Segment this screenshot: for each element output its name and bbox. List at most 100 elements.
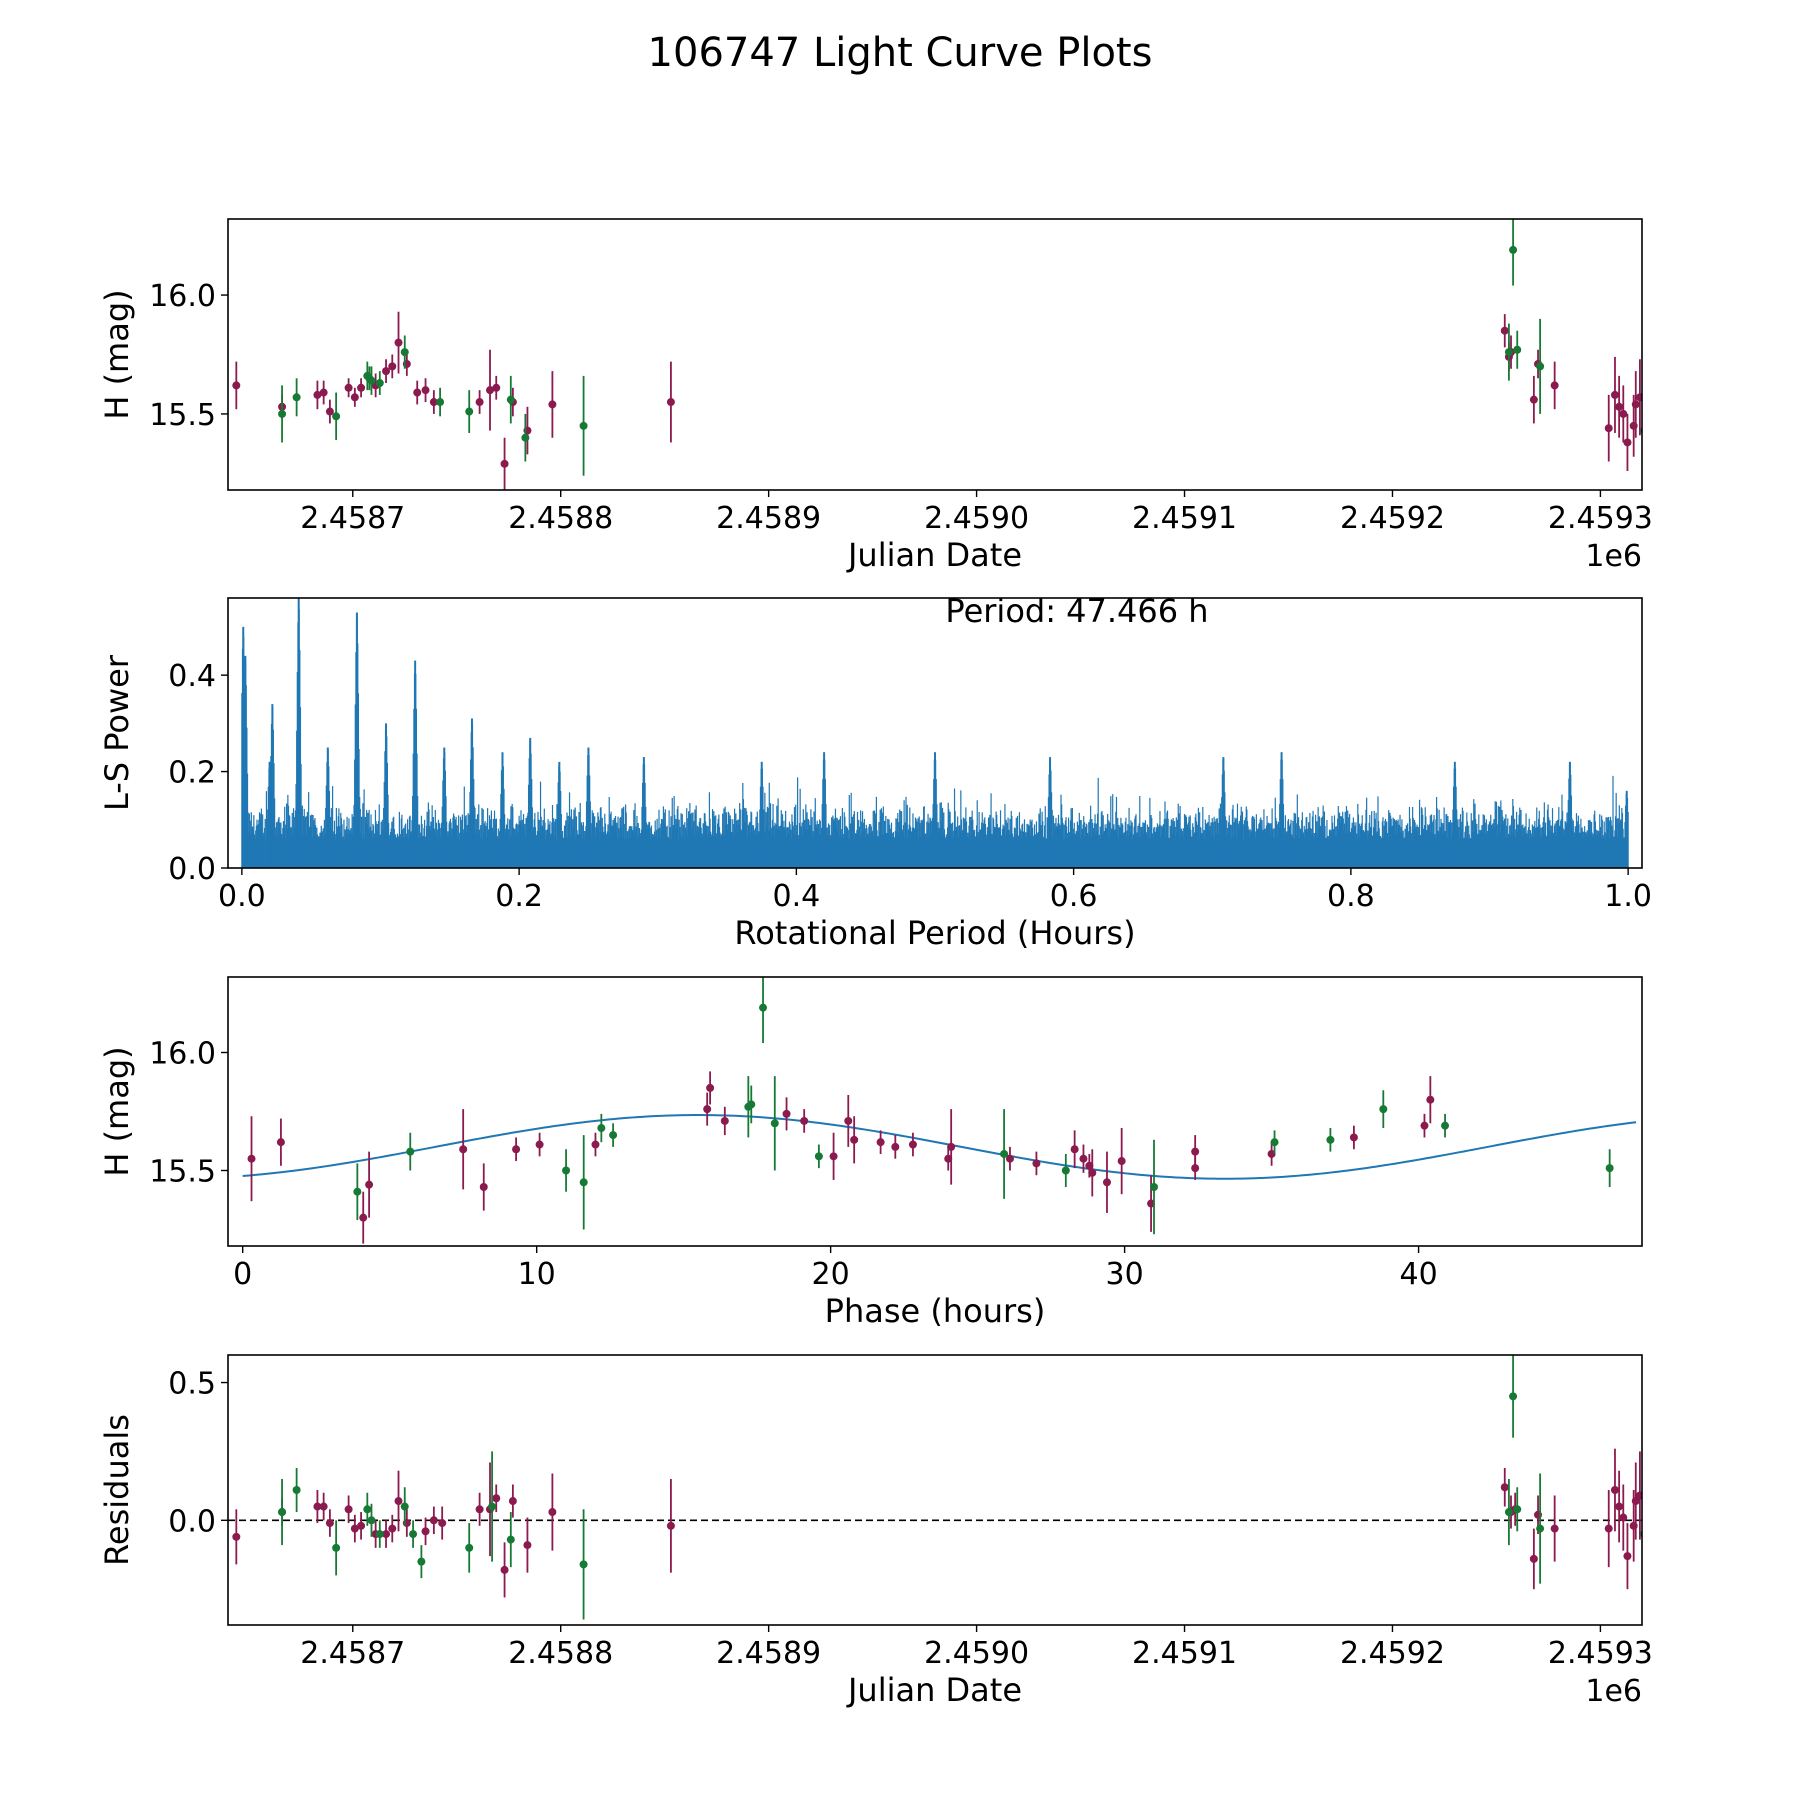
model-fit-curve: [242, 1114, 1637, 1180]
x-tick-label: 2.4590: [924, 1636, 1029, 1671]
red-data-point: [1191, 1164, 1200, 1173]
green-data-point: [506, 395, 515, 404]
axes-frame: [227, 976, 1643, 1247]
green-data-point: [579, 1178, 588, 1187]
red-data-point: [1604, 424, 1613, 433]
y-axis-label: Residuals: [98, 1414, 136, 1566]
red-data-point: [666, 398, 675, 407]
axes-frame: [227, 597, 1643, 869]
red-data-point: [1500, 1483, 1509, 1492]
green-data-point: [488, 1502, 497, 1511]
red-data-point: [325, 1519, 334, 1528]
green-data-point: [400, 348, 409, 357]
x-tick-label: 0.2: [495, 879, 543, 914]
green-data-point: [332, 412, 341, 421]
x-axis-label: Julian Date: [846, 536, 1022, 574]
green-data-point: [292, 1486, 301, 1494]
red-data-point: [413, 388, 422, 397]
red-data-point: [891, 1142, 900, 1151]
green-data-point: [1379, 1105, 1388, 1114]
red-data-point: [357, 1521, 366, 1530]
red-data-point: [319, 1502, 328, 1511]
y-tick-label: 0.0: [168, 852, 216, 887]
x-tick-label: 0.6: [1050, 879, 1098, 914]
x-tick-label: 20: [812, 1257, 850, 1292]
green-data-point: [465, 407, 474, 416]
green-data-point: [1536, 1524, 1545, 1533]
x-tick-label: 0.8: [1327, 879, 1375, 914]
ls-power-series: [241, 598, 1629, 868]
red-data-point: [1147, 1199, 1156, 1208]
green-data-point: [363, 1505, 372, 1514]
red-data-point: [703, 1105, 712, 1114]
red-data-point: [247, 1154, 256, 1163]
red-data-point: [459, 1145, 468, 1154]
red-data-point: [1267, 1149, 1276, 1158]
red-data-point: [666, 1521, 675, 1530]
x-tick-label: 0: [233, 1257, 252, 1292]
red-data-point: [844, 1116, 853, 1125]
model-layer: [242, 1114, 1637, 1180]
red-data-point: [325, 407, 334, 416]
y-tick-label: 16.0: [149, 279, 216, 314]
green-data-point: [365, 374, 374, 383]
red-data-point: [876, 1138, 885, 1147]
green-data-point: [521, 433, 530, 442]
red-data-point: [475, 398, 484, 407]
red-data-point: [548, 1508, 557, 1517]
x-tick-label: 40: [1399, 1257, 1437, 1292]
green-data-point: [747, 1100, 756, 1109]
y-axis-label: H (mag): [98, 289, 136, 419]
red-data-point: [319, 388, 328, 397]
x-tick-label: 2.4589: [716, 501, 821, 536]
x-tick-label: 2.4592: [1340, 501, 1445, 536]
red-data-point: [1102, 1178, 1111, 1187]
x-tick-label: 0.0: [218, 879, 266, 914]
red-data-point: [492, 1494, 501, 1503]
red-data-point: [276, 1138, 285, 1147]
red-data-point: [1420, 1121, 1429, 1130]
green-data-point: [814, 1152, 823, 1161]
red-data-point: [421, 1527, 430, 1536]
green-data-point: [597, 1124, 606, 1133]
periodogram-layer: [241, 598, 1629, 868]
red-data-point: [1426, 1095, 1435, 1104]
x-tick-label: 2.4592: [1340, 1636, 1445, 1671]
red-data-point: [1610, 1486, 1619, 1494]
phase-folded-panel: 0 10 20 30 40 15.5 16.0 Phase (hours) H (mag): [98, 976, 1643, 1330]
data-layer: [232, 1355, 1642, 1620]
x-tick-label: 2.4588: [508, 1636, 613, 1671]
red-data-point: [388, 1524, 397, 1533]
red-data-point: [429, 1516, 438, 1525]
y-tick-label: 15.5: [149, 398, 216, 433]
red-data-point: [1529, 1554, 1538, 1563]
red-data-point: [1610, 390, 1619, 399]
green-data-point: [579, 421, 588, 430]
green-data-point: [759, 1003, 768, 1012]
red-data-point: [500, 459, 509, 468]
green-data-point: [1513, 1505, 1522, 1514]
green-data-point: [506, 1535, 515, 1544]
red-data-point: [359, 1213, 368, 1222]
red-data-point: [232, 381, 241, 390]
red-data-point: [800, 1116, 809, 1125]
green-data-point: [1061, 1166, 1070, 1175]
red-data-point: [720, 1116, 729, 1125]
x-tick-label: 2.4587: [300, 501, 405, 536]
red-data-point: [479, 1183, 488, 1192]
y-tick-label: 0.0: [168, 1504, 216, 1539]
green-data-point: [1326, 1135, 1335, 1144]
y-tick-label: 0.5: [168, 1367, 216, 1402]
red-data-point: [313, 390, 322, 399]
red-data-point: [1619, 1513, 1628, 1522]
red-data-point: [782, 1109, 791, 1118]
green-data-point: [367, 1516, 376, 1525]
green-data-point: [1270, 1138, 1279, 1147]
green-data-point: [770, 1119, 779, 1128]
red-data-point: [350, 393, 359, 402]
red-data-point: [394, 1497, 403, 1506]
green-data-point: [1000, 1149, 1009, 1158]
red-data-point: [1635, 1491, 1642, 1500]
red-data-point: [1032, 1159, 1041, 1168]
